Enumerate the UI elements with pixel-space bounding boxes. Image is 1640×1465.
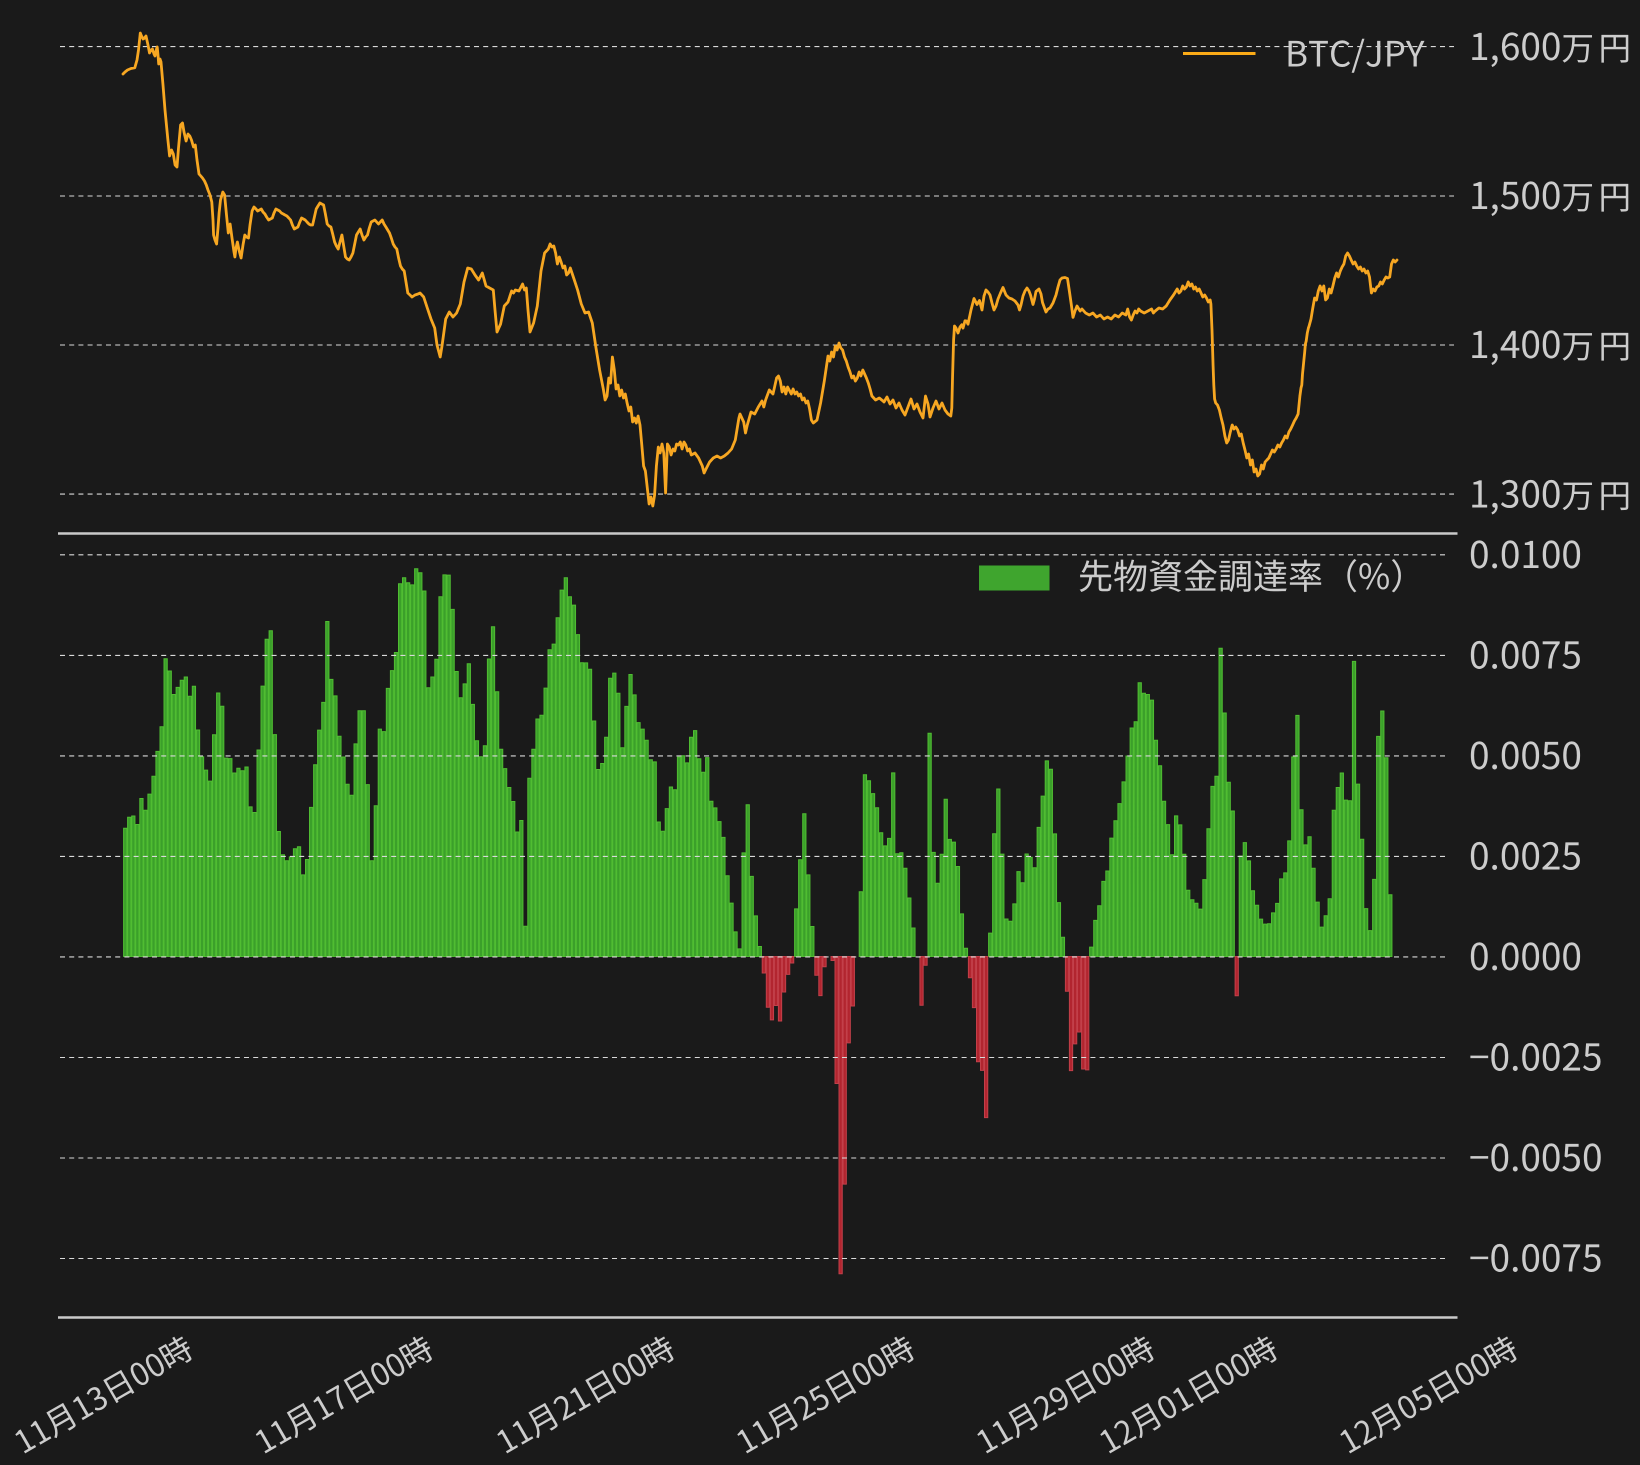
- svg-text:1,300万円: 1,300万円: [1469, 464, 1635, 518]
- svg-text:先物資金調達率（%）: 先物資金調達率（%）: [1078, 549, 1425, 600]
- svg-text:0.0075: 0.0075: [1469, 626, 1582, 680]
- svg-text:0.0000: 0.0000: [1469, 927, 1582, 981]
- svg-text:0.0050: 0.0050: [1469, 726, 1582, 780]
- svg-text:−0.0075: −0.0075: [1469, 1229, 1603, 1283]
- svg-text:−0.0025: −0.0025: [1469, 1028, 1603, 1082]
- svg-text:−0.0050: −0.0050: [1469, 1128, 1603, 1182]
- svg-text:1,600万円: 1,600万円: [1469, 17, 1635, 71]
- svg-text:0.0025: 0.0025: [1469, 827, 1582, 881]
- svg-text:0.0100: 0.0100: [1469, 525, 1582, 579]
- svg-text:BTC/JPY: BTC/JPY: [1285, 27, 1425, 78]
- svg-text:1,500万円: 1,500万円: [1469, 166, 1635, 220]
- svg-text:1,400万円: 1,400万円: [1469, 315, 1635, 369]
